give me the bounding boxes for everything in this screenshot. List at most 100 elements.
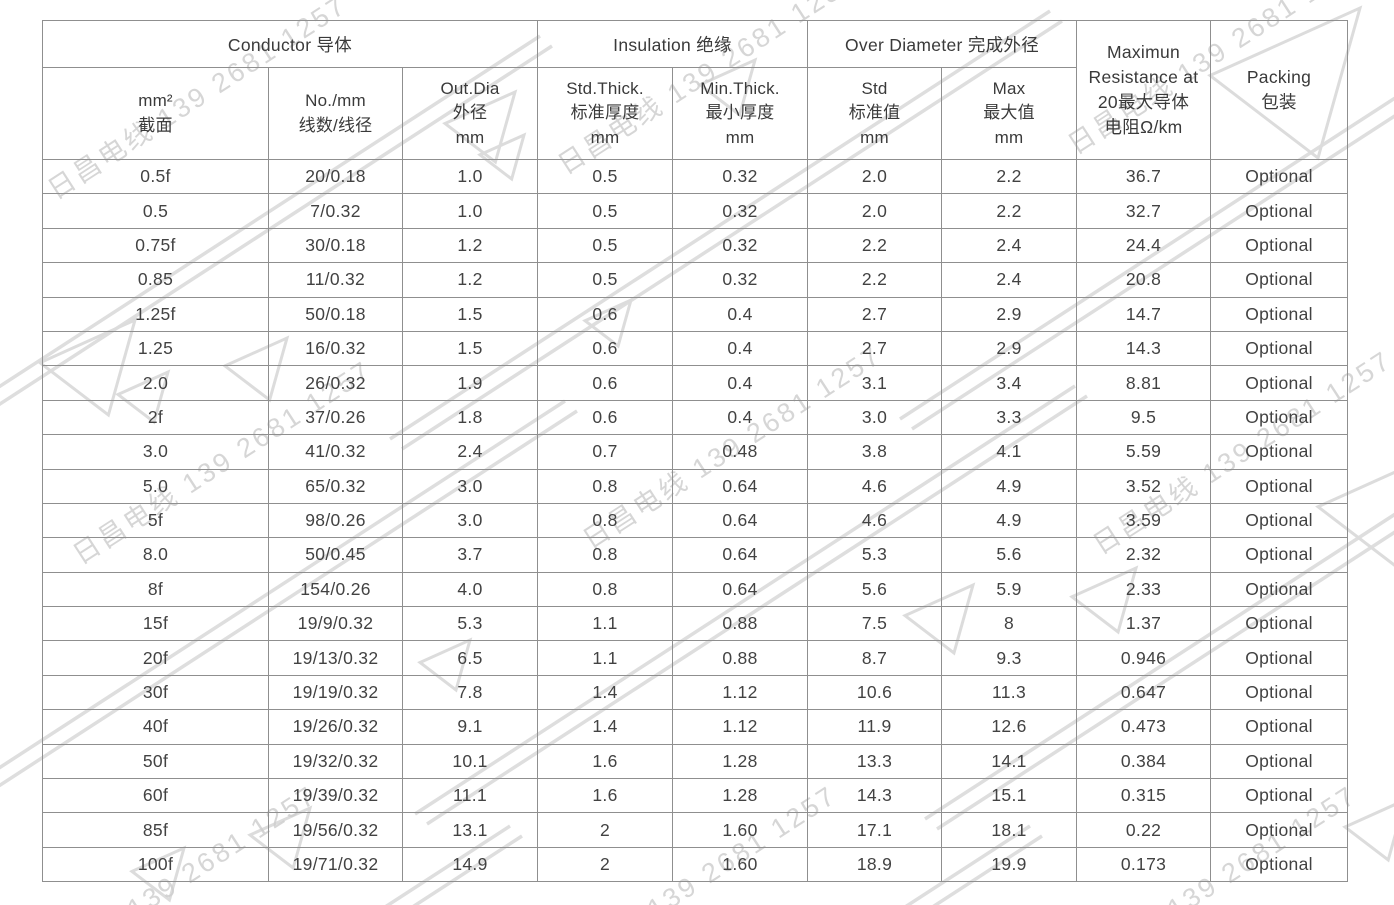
table-cell: 3.59 xyxy=(1076,502,1212,539)
col-header-packing: Packing 包装 xyxy=(1210,20,1349,160)
cable-spec-table: Conductor 导体 Insulation 绝缘 Over Diameter… xyxy=(42,20,1349,883)
table-row: 0.5f 20/0.18 1.0 0.5 0.32 2.0 2.2 36.7 Optional xyxy=(42,158,1349,195)
table-cell: Optional xyxy=(1210,674,1349,711)
table-cell: 0.4 xyxy=(672,399,808,436)
table-cell: 19/39/0.32 xyxy=(268,778,403,814)
table-cell: 0.88 xyxy=(672,640,808,676)
table-cell: 19/9/0.32 xyxy=(268,606,403,642)
table-cell: 12.6 xyxy=(940,709,1078,745)
table-cell: 1.5 xyxy=(402,330,538,367)
table-cell: 0.4 xyxy=(672,296,808,332)
table-cell: 11/0.32 xyxy=(268,262,403,298)
table-cell: 50/0.18 xyxy=(268,296,403,332)
table-cell: Optional xyxy=(1210,743,1349,780)
table-cell: 0.64 xyxy=(672,502,808,539)
table-cell: 5.6 xyxy=(807,571,942,608)
table-row: 30f 19/19/0.32 7.8 1.4 1.12 10.6 11.3 0.647 Opti… xyxy=(42,674,1349,711)
table-cell: 8f xyxy=(42,571,269,608)
group-header-insulation: Insulation 绝缘 xyxy=(537,20,808,68)
table-cell: 40f xyxy=(42,709,269,745)
table-cell: 18.1 xyxy=(940,812,1078,848)
table-cell: 20/0.18 xyxy=(268,158,403,195)
table-row: 3.0 41/0.32 2.4 0.7 0.48 3.8 4.1 5.59 Optional xyxy=(42,434,1349,470)
table-cell: 0.5 xyxy=(42,193,269,229)
table-cell: 1.37 xyxy=(1076,606,1212,642)
table-cell: 0.5 xyxy=(537,158,673,195)
table-cell: 60f xyxy=(42,778,269,814)
table-cell: 0.5 xyxy=(537,227,673,264)
table-cell: 2.0 xyxy=(42,365,269,401)
col-header-no-mm: No./mm 线数/线径 xyxy=(268,67,403,160)
table-row: 40f 19/26/0.32 9.1 1.4 1.12 11.9 12.6 0.473 Opti… xyxy=(42,709,1349,745)
table-cell: 4.1 xyxy=(940,434,1078,470)
table-cell: 11.9 xyxy=(807,709,942,745)
table-cell: 19/71/0.32 xyxy=(268,846,403,883)
table-row: 85f 19/56/0.32 13.1 2 1.60 17.1 18.1 0.22 Option… xyxy=(42,812,1349,848)
table-cell: 0.64 xyxy=(672,537,808,573)
table-cell: 5.6 xyxy=(940,537,1078,573)
table-row: 60f 19/39/0.32 11.1 1.6 1.28 14.3 15.1 0.315 Opt… xyxy=(42,778,1349,814)
table-cell: 2.33 xyxy=(1076,571,1212,608)
table-row: 1.25 16/0.32 1.5 0.6 0.4 2.7 2.9 14.3 Optional xyxy=(42,330,1349,367)
table-cell: 0.8 xyxy=(537,537,673,573)
table-cell: 3.8 xyxy=(807,434,942,470)
table-cell: 32.7 xyxy=(1076,193,1212,229)
col-header-max: Max 最大值 mm xyxy=(940,67,1078,160)
table-cell: 2.0 xyxy=(807,193,942,229)
table-cell: 65/0.32 xyxy=(268,468,403,504)
table-cell: 5.3 xyxy=(807,537,942,573)
table-cell: 1.6 xyxy=(537,743,673,780)
table-cell: 2.7 xyxy=(807,296,942,332)
table-cell: 1.4 xyxy=(537,709,673,745)
table-cell: 2.2 xyxy=(807,227,942,264)
table-row: 2.0 26/0.32 1.9 0.6 0.4 3.1 3.4 8.81 Optional xyxy=(42,365,1349,401)
table-cell: 14.1 xyxy=(940,743,1078,780)
col-header-std-thick: Std.Thick. 标准厚度 mm xyxy=(537,67,673,160)
table-cell: 0.5 xyxy=(537,193,673,229)
table-header: Conductor 导体 Insulation 绝缘 Over Diameter… xyxy=(42,20,1349,160)
table-cell: 9.5 xyxy=(1076,399,1212,436)
table-cell: 16/0.32 xyxy=(268,330,403,367)
table-cell: 0.8 xyxy=(537,571,673,608)
table-cell: 2 xyxy=(537,812,673,848)
table-cell: 14.7 xyxy=(1076,296,1212,332)
table-cell: 1.1 xyxy=(537,606,673,642)
table-cell: 2.2 xyxy=(940,193,1078,229)
table-cell: 1.2 xyxy=(402,227,538,264)
table-cell: 85f xyxy=(42,812,269,848)
table-cell: 5.3 xyxy=(402,606,538,642)
table-cell: Optional xyxy=(1210,812,1349,848)
table-cell: 0.315 xyxy=(1076,778,1212,814)
table-cell: 0.4 xyxy=(672,365,808,401)
table-cell: 0.88 xyxy=(672,606,808,642)
table-cell: Optional xyxy=(1210,468,1349,504)
table-cell: Optional xyxy=(1210,502,1349,539)
table-cell: 0.32 xyxy=(672,262,808,298)
table-cell: 19/32/0.32 xyxy=(268,743,403,780)
table-cell: 6.5 xyxy=(402,640,538,676)
table-row: 8f 154/0.26 4.0 0.8 0.64 5.6 5.9 2.33 Optional xyxy=(42,571,1349,608)
table-cell: 11.3 xyxy=(940,674,1078,711)
table-cell: 0.75f xyxy=(42,227,269,264)
table-cell: 14.9 xyxy=(402,846,538,883)
table-row: 0.85 11/0.32 1.2 0.5 0.32 2.2 2.4 20.8 Optional xyxy=(42,262,1349,298)
table-cell: 30f xyxy=(42,674,269,711)
table-cell: 1.12 xyxy=(672,674,808,711)
table-cell: 19/56/0.32 xyxy=(268,812,403,848)
table-cell: 8.0 xyxy=(42,537,269,573)
table-cell: 0.6 xyxy=(537,365,673,401)
table-cell: 7/0.32 xyxy=(268,193,403,229)
table-cell: 13.3 xyxy=(807,743,942,780)
table-row: 8.0 50/0.45 3.7 0.8 0.64 5.3 5.6 2.32 Optional xyxy=(42,537,1349,573)
table-cell: 4.6 xyxy=(807,468,942,504)
table-cell: 41/0.32 xyxy=(268,434,403,470)
col-header-max-resistance: Maximun Resistance at 20最大导体 电阻Ω/km xyxy=(1076,20,1212,160)
table-cell: Optional xyxy=(1210,640,1349,676)
table-cell: Optional xyxy=(1210,537,1349,573)
table-cell: 1.6 xyxy=(537,778,673,814)
table-cell: 3.4 xyxy=(940,365,1078,401)
table-cell: 2 xyxy=(537,846,673,883)
table-cell: 2.4 xyxy=(940,227,1078,264)
table-cell: 14.3 xyxy=(1076,330,1212,367)
table-cell: 20.8 xyxy=(1076,262,1212,298)
